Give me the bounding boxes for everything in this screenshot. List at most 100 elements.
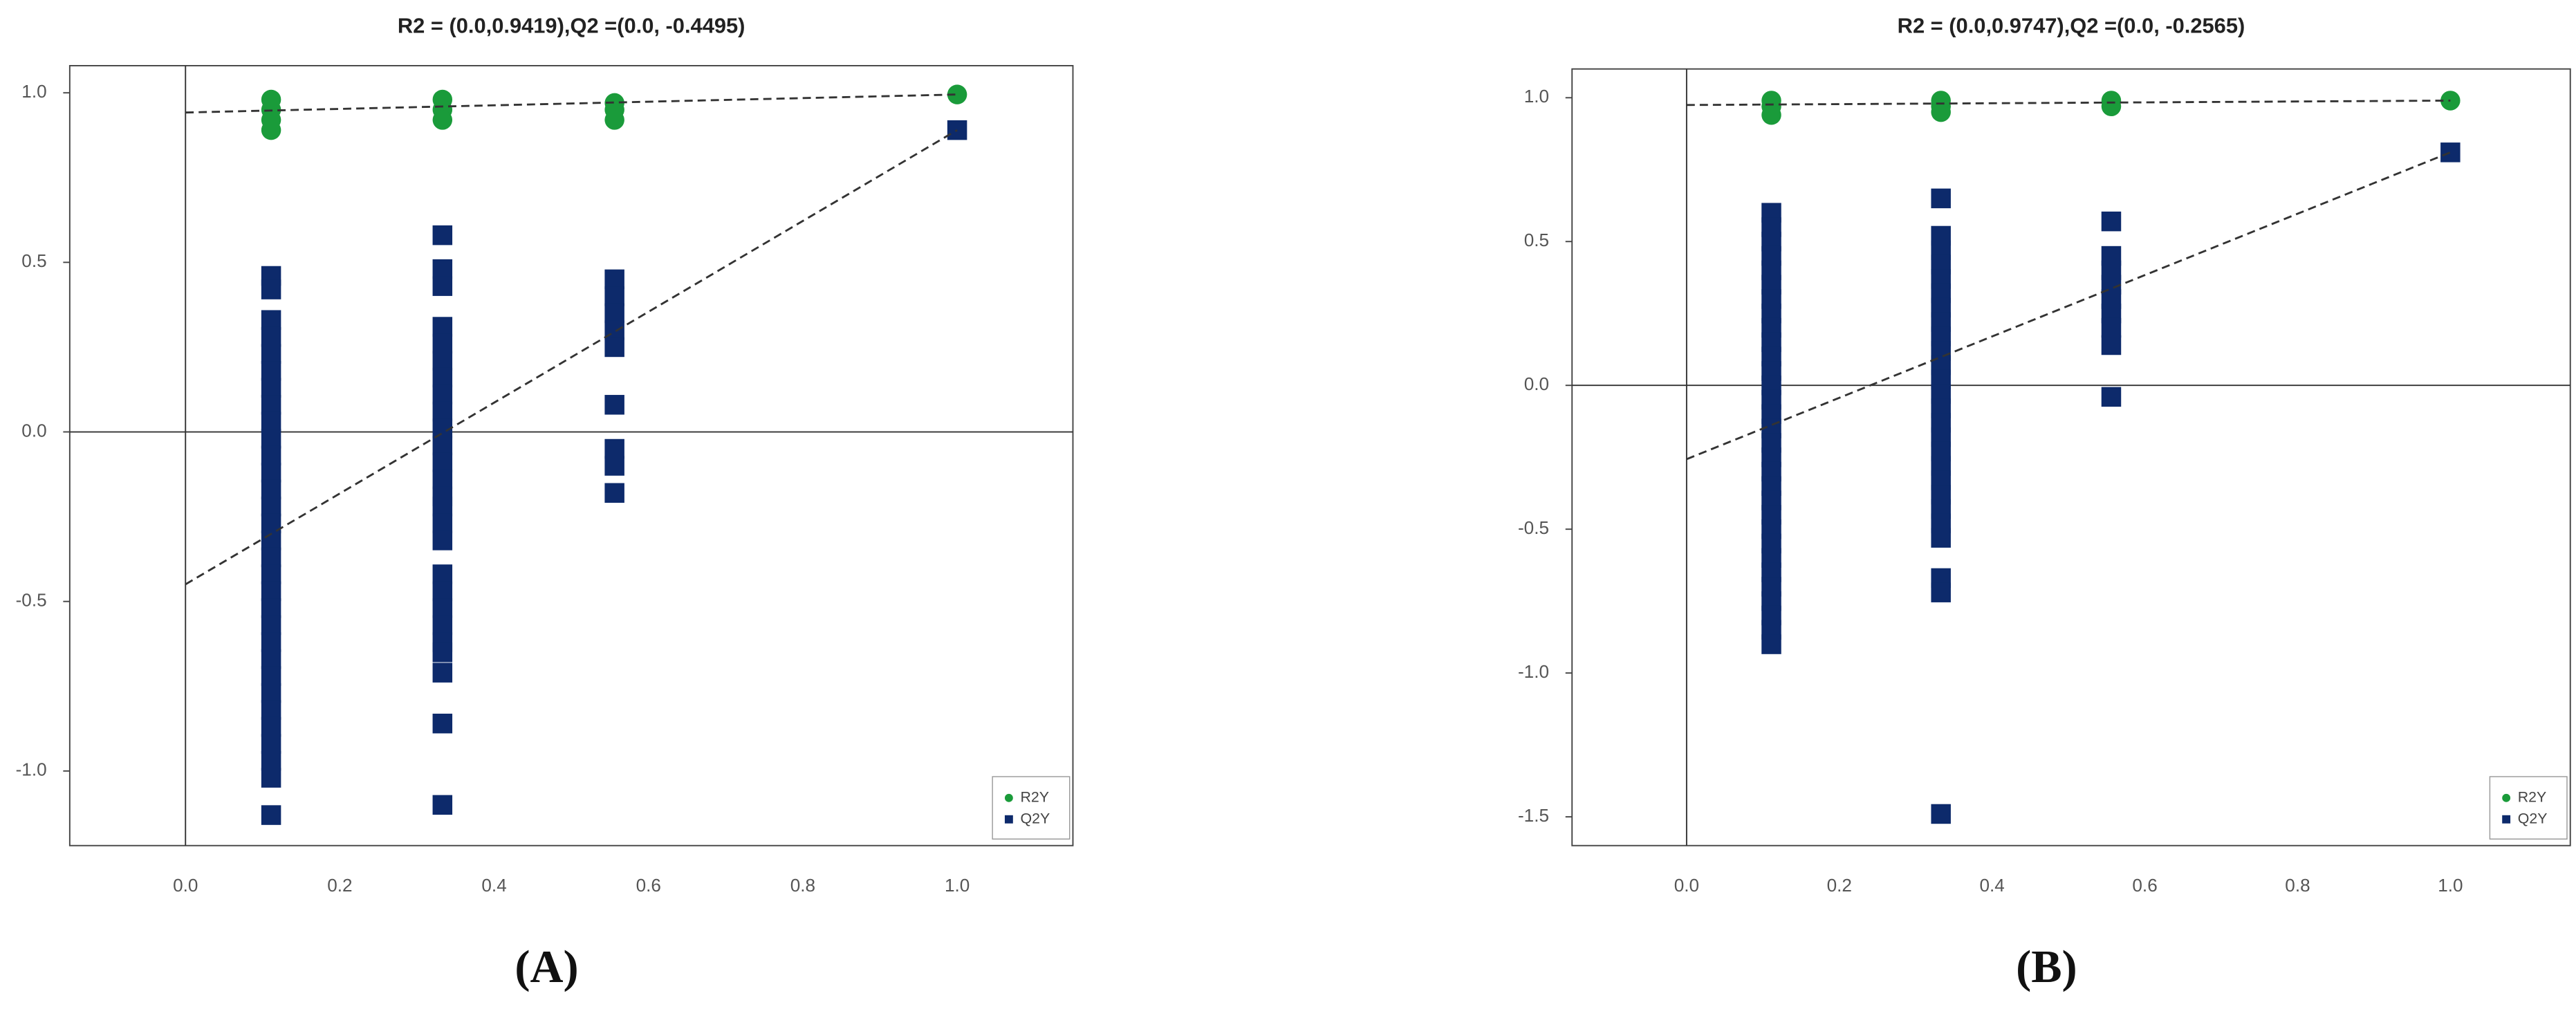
q2y-point — [604, 269, 624, 290]
x-tick-label: 1.0 — [945, 875, 970, 896]
q2y-point — [432, 225, 453, 246]
q2y-point — [432, 795, 453, 815]
fit-line — [185, 129, 958, 586]
r2y-point — [2440, 91, 2461, 111]
q2y-point — [261, 750, 281, 771]
q2y-point — [432, 435, 453, 456]
legend-symbol — [2502, 815, 2511, 824]
legend-box — [992, 776, 1071, 840]
chart-title: R2 = (0.0,0.9419),Q2 =(0.0, -0.4495) — [398, 13, 745, 37]
q2y-point — [604, 456, 624, 476]
q2y-point — [261, 310, 281, 330]
q2y-point — [604, 286, 624, 306]
x-tick-label: 0.8 — [790, 875, 815, 896]
legend-symbol — [1004, 815, 1013, 824]
q2y-point — [432, 385, 453, 405]
legend-label: R2Y — [2518, 788, 2547, 805]
q2y-point — [1931, 804, 1951, 824]
fit-line — [1686, 151, 2451, 461]
q2y-point — [432, 452, 453, 472]
q2y-point — [947, 120, 967, 140]
q2y-point — [261, 445, 281, 466]
q2y-point — [261, 279, 281, 299]
x-tick-label: 0.8 — [2285, 875, 2310, 896]
q2y-point — [2101, 211, 2122, 232]
q2y-point — [261, 411, 281, 432]
q2y-point — [604, 395, 624, 415]
q2y-point — [432, 615, 453, 636]
q2y-point — [432, 259, 453, 279]
q2y-point — [432, 564, 453, 584]
legend-symbol — [1004, 793, 1013, 802]
legend-label: Q2Y — [1021, 810, 1050, 826]
y-tick-label: 1.0 — [21, 81, 46, 102]
q2y-point — [261, 581, 281, 602]
legend-label: Q2Y — [2518, 810, 2548, 826]
q2y-point — [604, 337, 624, 358]
r2y-point — [1931, 102, 1951, 122]
q2y-point — [432, 367, 453, 388]
fit-line — [185, 93, 958, 114]
q2y-point — [432, 351, 453, 371]
q2y-point — [2101, 387, 2122, 407]
q2y-point — [432, 530, 453, 550]
y-tick-label: 0.5 — [21, 250, 46, 271]
q2y-point — [261, 805, 281, 825]
x-tick-label: 0.0 — [1674, 875, 1699, 896]
q2y-point — [261, 326, 281, 347]
q2y-point — [261, 344, 281, 364]
q2y-point — [432, 642, 453, 663]
x-tick-label: 1.0 — [2438, 875, 2463, 896]
r2y-point — [604, 110, 624, 130]
panel-label: (B) — [2016, 942, 2077, 992]
r2y-point — [1761, 105, 1781, 125]
q2y-point — [1931, 188, 1951, 209]
q2y-point — [261, 378, 281, 398]
y-tick-label: -1.0 — [16, 759, 47, 780]
y-tick-label: 0.0 — [1524, 373, 1549, 394]
q2y-point — [432, 513, 453, 534]
q2y-point — [432, 713, 453, 734]
y-tick-label: -0.5 — [1518, 517, 1549, 538]
q2y-point — [432, 581, 453, 602]
q2y-point — [432, 598, 453, 618]
q2y-point — [2440, 142, 2461, 163]
x-tick-label: 0.2 — [1827, 875, 1852, 896]
q2y-point — [604, 483, 624, 503]
panel-label: (A) — [515, 942, 578, 992]
y-tick-label: -0.5 — [16, 590, 47, 611]
r2y-point — [947, 84, 967, 104]
q2y-point — [604, 438, 624, 459]
q2y-point — [261, 768, 281, 788]
x-tick-label: 0.4 — [481, 875, 506, 896]
q2y-point — [261, 632, 281, 652]
x-tick-label: 0.2 — [327, 875, 352, 896]
legend-box — [2489, 776, 2568, 840]
q2y-point — [2101, 335, 2122, 355]
q2y-point — [261, 649, 281, 669]
q2y-point — [432, 317, 453, 337]
y-tick-label: -1.5 — [1518, 805, 1549, 826]
x-tick-label: 0.6 — [2132, 875, 2157, 896]
y-tick-label: 1.0 — [1524, 86, 1549, 107]
r2y-point — [2101, 96, 2122, 117]
q2y-point — [261, 716, 281, 737]
y-tick-label: -1.0 — [1518, 661, 1549, 682]
r2y-point — [261, 120, 281, 140]
q2y-point — [432, 469, 453, 490]
q2y-point — [261, 463, 281, 483]
q2y-point — [432, 663, 453, 683]
plot-frame — [68, 65, 1074, 846]
q2y-point — [261, 683, 281, 703]
q2y-point — [604, 303, 624, 324]
q2y-point — [261, 564, 281, 584]
q2y-point — [1761, 634, 1781, 654]
q2y-point — [261, 700, 281, 720]
q2y-point — [1931, 528, 1951, 548]
r2y-point — [432, 110, 453, 130]
q2y-point — [261, 361, 281, 381]
q2y-point — [432, 401, 453, 422]
legend-symbol — [2502, 793, 2511, 802]
legend-label: R2Y — [1021, 788, 1050, 805]
